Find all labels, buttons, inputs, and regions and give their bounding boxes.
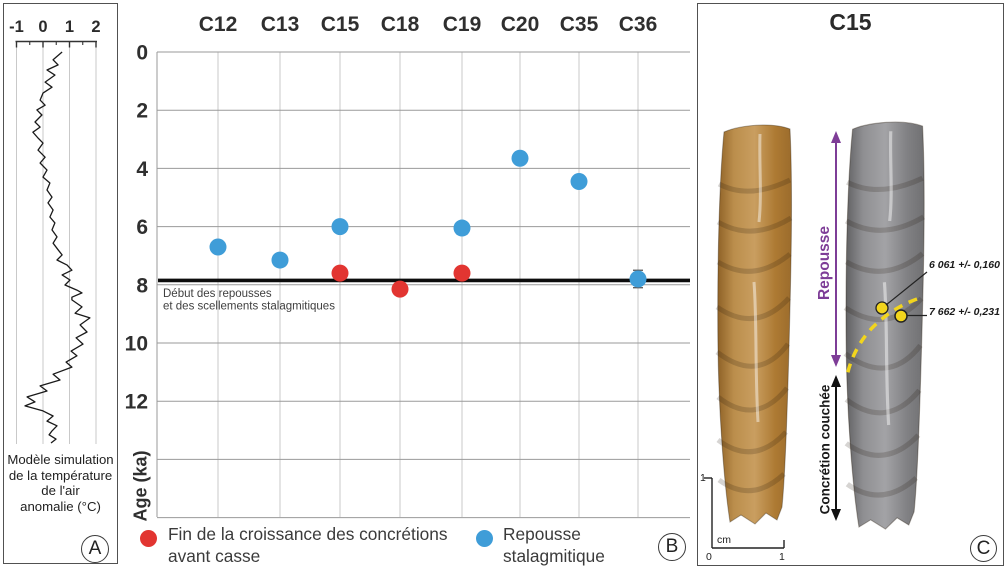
legend-line: Repousse — [503, 524, 581, 544]
sample-header-C19: C19 — [443, 13, 482, 36]
age-tick-label: 0 — [136, 42, 148, 65]
panel-a-tick-label: 0 — [38, 18, 47, 36]
age-annotation-7662: 7 662 +/- 0,231 — [929, 306, 1000, 318]
panel-letter-c: C — [970, 535, 997, 562]
age-tick-label: 6 — [136, 216, 148, 239]
sample-header-C36: C36 — [619, 13, 658, 36]
panel-c-frame — [697, 3, 1004, 566]
concretion-arrow-label: Concrétion couchée — [817, 384, 833, 515]
legend-swatch-red — [139, 529, 157, 547]
panel-letter-a: A — [81, 535, 109, 563]
caption-line: de l'air — [41, 483, 80, 499]
scale-origin-value: 0 — [706, 551, 712, 563]
data-point-C13-blue — [271, 251, 289, 269]
legend-label-repousse: Repousse stalagmitique — [503, 524, 605, 567]
panel-b-age-scatter-plot: C12 C13 C15 C18 C19 C20 C35 C36 0 2 4 6 8 10 12 Début d… — [125, 13, 690, 519]
age-tick-label: 10 — [125, 333, 148, 356]
data-point-C19-blue — [453, 219, 471, 237]
panel-a-tick-label: -1 — [9, 18, 24, 36]
scale-end-value: 1 — [779, 551, 785, 563]
reference-line-label: et des scellements stalagmitiques — [163, 301, 335, 313]
sample-header-C13: C13 — [261, 13, 300, 36]
panel-a-frame — [3, 3, 118, 564]
reference-line-label: Début des repousses — [163, 288, 272, 300]
legend-swatch-blue — [475, 529, 493, 547]
sample-header-C20: C20 — [501, 13, 540, 36]
dated-point-6061 — [875, 301, 889, 315]
data-point-C20-blue — [511, 149, 529, 167]
concretion-arrow — [831, 375, 841, 521]
panel-letter-b: B — [658, 533, 686, 561]
legend-line: Fin de la croissance des concrétions — [168, 524, 448, 544]
y-axis-label: Age (ka) — [130, 450, 151, 522]
sample-header-C18: C18 — [381, 13, 420, 36]
repousse-arrow — [831, 131, 841, 367]
panel-a-tick-label: 2 — [91, 18, 100, 36]
age-tick-label: 8 — [136, 274, 148, 297]
leader-line-6061 — [885, 271, 928, 306]
data-point-C12-blue — [209, 238, 227, 256]
panel-a-tick-label: 1 — [65, 18, 74, 36]
age-tick-label: 4 — [136, 158, 148, 181]
scale-top-value: 1 — [700, 472, 706, 484]
sample-header-C35: C35 — [560, 13, 599, 36]
temperature-anomaly-curve — [24, 51, 91, 444]
caption-line: Modèle simulation — [7, 452, 114, 467]
legend-line: stalagmitique — [503, 545, 605, 566]
data-point-C18-red — [391, 280, 409, 298]
repousse-arrow-label: Repousse — [816, 225, 833, 301]
age-tick-label: 2 — [136, 100, 148, 123]
caption-line: anomalie (°C) — [20, 498, 101, 514]
data-point-C35-blue — [570, 172, 588, 190]
data-point-C36-blue — [629, 270, 647, 288]
legend-label-fin-croissance: Fin de la croissance des concrétions ava… — [168, 524, 448, 567]
panel-a-temperature-plot: -1 0 1 2 — [9, 18, 101, 444]
scale-bar — [704, 477, 785, 549]
panel-c-graphics — [704, 122, 928, 549]
growth-break-dashed-curve — [845, 297, 918, 377]
age-annotation-6061: 6 061 +/- 0,160 — [929, 259, 1000, 271]
panel-a-caption: Modèle simulation de la température de l… — [3, 452, 118, 514]
sample-header-C12: C12 — [199, 13, 238, 36]
age-tick-label: 12 — [125, 391, 148, 414]
sample-header-C15: C15 — [321, 13, 360, 36]
data-point-C15-red — [331, 264, 349, 282]
data-point-C19-red — [453, 264, 471, 282]
scale-unit: cm — [717, 534, 731, 546]
data-point-C15-blue — [331, 218, 349, 236]
caption-line: de la température — [8, 467, 113, 483]
legend-line: avant casse — [168, 545, 261, 566]
panel-c-title: C15 — [829, 9, 872, 35]
